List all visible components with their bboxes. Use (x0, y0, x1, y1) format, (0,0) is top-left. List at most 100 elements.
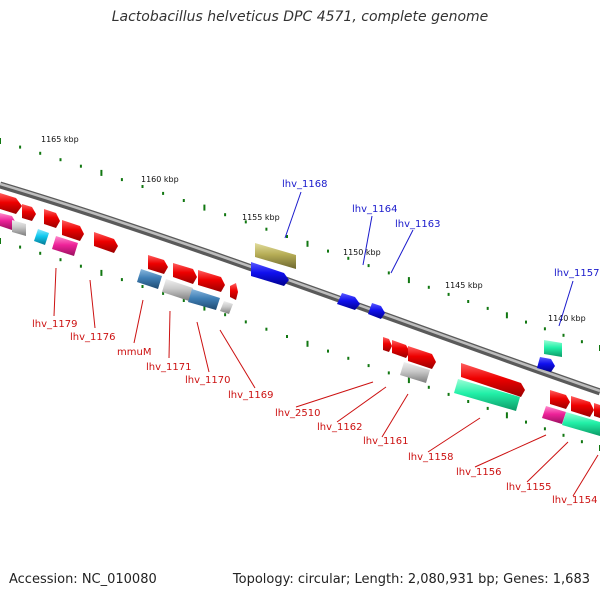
gene-feature[interactable] (562, 412, 600, 436)
scale-tick (286, 235, 288, 238)
gene-label[interactable]: lhv_1157 (554, 268, 599, 279)
gene-feature[interactable] (544, 340, 562, 357)
leader-line (284, 191, 302, 239)
gene-feature[interactable] (251, 262, 289, 286)
leader-line (295, 381, 374, 408)
scale-tick (580, 440, 583, 444)
gene-feature[interactable] (12, 220, 26, 236)
gene-feature[interactable] (337, 293, 360, 310)
scale-tick (347, 356, 350, 360)
scale-tick (265, 227, 268, 231)
gene-label[interactable]: lhv_1163 (395, 219, 440, 230)
gene-label[interactable]: lhv_1171 (146, 362, 191, 373)
scale-tick (79, 164, 82, 168)
scale-tick (562, 433, 565, 437)
gene-feature[interactable] (34, 229, 49, 245)
gene-label[interactable]: lhv_1158 (408, 452, 453, 463)
leader-line (427, 417, 481, 453)
scale-tick (387, 371, 390, 375)
scale-tick (0, 238, 1, 244)
leader-line (474, 434, 547, 468)
scale-tick (203, 304, 206, 311)
gene-feature[interactable] (368, 303, 385, 319)
scale-tick (244, 220, 247, 224)
gene-feature[interactable] (188, 289, 220, 310)
gene-feature[interactable] (454, 379, 520, 411)
scale-tick (367, 364, 370, 368)
gene-feature[interactable] (198, 270, 225, 292)
scale-tick (427, 385, 430, 389)
scale-tick (0, 138, 1, 144)
leader-line (381, 393, 409, 438)
scale-label: 1155 kbp (242, 213, 280, 222)
scale-tick (562, 333, 565, 337)
scale-tick (120, 278, 123, 282)
gene-label[interactable]: lhv_1176 (70, 332, 115, 343)
scale-label: 1160 kbp (141, 175, 179, 184)
gene-feature[interactable] (94, 232, 118, 253)
gene-feature[interactable] (148, 255, 168, 274)
leader-line (133, 299, 144, 344)
gene-feature[interactable] (392, 340, 410, 358)
gene-label[interactable]: lhv_1179 (32, 319, 77, 330)
gene-feature[interactable] (550, 390, 570, 409)
gene-label[interactable]: lhv_1162 (317, 422, 362, 433)
gene-feature[interactable] (137, 269, 162, 289)
scale-tick (467, 300, 470, 303)
scale-tick (387, 271, 390, 275)
scale-tick (486, 306, 489, 310)
scale-tick (224, 313, 227, 317)
genome-backbone (0, 181, 600, 396)
leader-line (89, 279, 96, 329)
gene-feature[interactable] (542, 406, 566, 424)
gene-feature[interactable] (461, 363, 525, 397)
gene-feature[interactable] (400, 362, 430, 383)
scale-tick (467, 400, 470, 403)
gene-features-lower (0, 213, 600, 436)
gene-label[interactable]: lhv_1154 (552, 495, 597, 506)
gene-feature[interactable] (383, 337, 392, 352)
gene-label[interactable]: lhv_1168 (282, 179, 327, 190)
leader-line (336, 386, 387, 423)
gene-label[interactable]: lhv_1156 (456, 467, 501, 478)
gene-feature[interactable] (162, 279, 193, 301)
leader-line (558, 280, 574, 327)
scale-tick (39, 151, 42, 155)
scale-tick (306, 340, 309, 347)
scale-tick (505, 312, 508, 319)
scale-tick (327, 249, 329, 253)
gene-label[interactable]: mmuM (117, 347, 151, 358)
scale-label: 1140 kbp (548, 314, 586, 323)
scale-tick (141, 185, 144, 188)
gene-feature[interactable] (537, 357, 555, 372)
scale-tick (427, 285, 430, 289)
scale-tick (224, 213, 227, 217)
scale-tick (347, 256, 350, 260)
scale-tick (162, 291, 165, 295)
gene-feature[interactable] (22, 204, 36, 221)
gene-feature[interactable] (0, 193, 22, 214)
gene-feature[interactable] (230, 283, 238, 300)
gene-feature[interactable] (408, 346, 436, 369)
scale-tick (19, 245, 22, 249)
scale-tick (407, 377, 410, 384)
gene-label[interactable]: lhv_1155 (506, 482, 551, 493)
gene-feature[interactable] (571, 396, 594, 417)
scale-tick (244, 320, 247, 324)
gene-feature[interactable] (255, 243, 296, 269)
gene-feature[interactable] (594, 403, 600, 418)
gene-label[interactable]: lhv_1169 (228, 390, 273, 401)
gene-label[interactable]: lhv_1161 (363, 436, 408, 447)
gene-label[interactable]: lhv_1164 (352, 204, 397, 215)
scale-tick (580, 340, 583, 344)
gene-feature[interactable] (44, 209, 60, 228)
scale-tick (486, 406, 489, 410)
gene-feature[interactable] (62, 220, 84, 241)
gene-label[interactable]: lhv_2510 (275, 408, 320, 419)
scale-tick (543, 427, 546, 431)
gene-feature[interactable] (52, 236, 78, 256)
gene-feature[interactable] (173, 263, 197, 284)
gene-feature[interactable] (220, 301, 233, 314)
scale-tick (505, 412, 508, 419)
gene-label[interactable]: lhv_1170 (185, 375, 230, 386)
